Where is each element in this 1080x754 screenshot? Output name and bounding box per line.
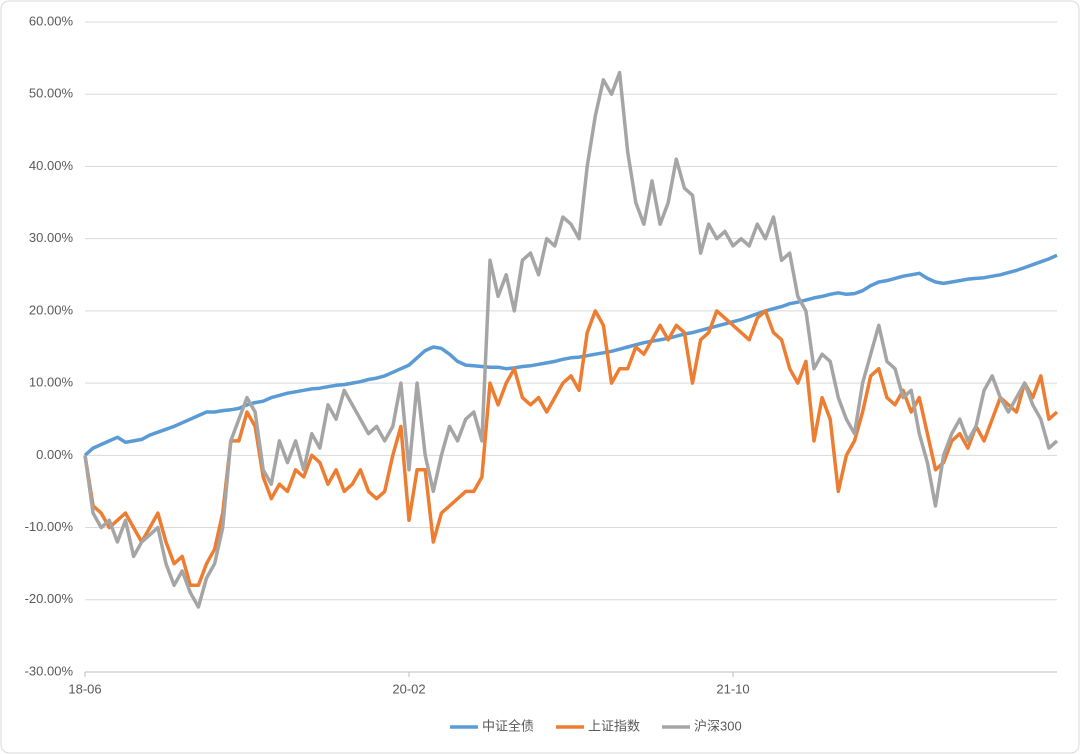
legend-label: 中证全债 [482, 718, 534, 733]
y-tick-label: -30.00% [25, 663, 74, 678]
series-line [83, 70, 1059, 609]
legend-label: 沪深300 [694, 718, 742, 733]
y-tick-label: 60.00% [29, 13, 74, 28]
y-tick-label: 0.00% [36, 447, 73, 462]
x-tick-label: 20-02 [392, 681, 425, 696]
y-tick-label: -10.00% [25, 519, 74, 534]
x-tick-label: 21-10 [716, 681, 749, 696]
y-tick-label: 10.00% [29, 375, 74, 390]
y-tick-label: 20.00% [29, 302, 74, 317]
y-tick-label: -20.00% [25, 591, 74, 606]
y-tick-label: 40.00% [29, 158, 74, 173]
x-tick-label: 18-06 [68, 681, 101, 696]
legend-label: 上证指数 [588, 718, 640, 733]
series-line [83, 253, 1058, 457]
y-tick-label: 30.00% [29, 230, 74, 245]
series-line [83, 309, 1059, 588]
y-tick-label: 50.00% [29, 86, 74, 101]
